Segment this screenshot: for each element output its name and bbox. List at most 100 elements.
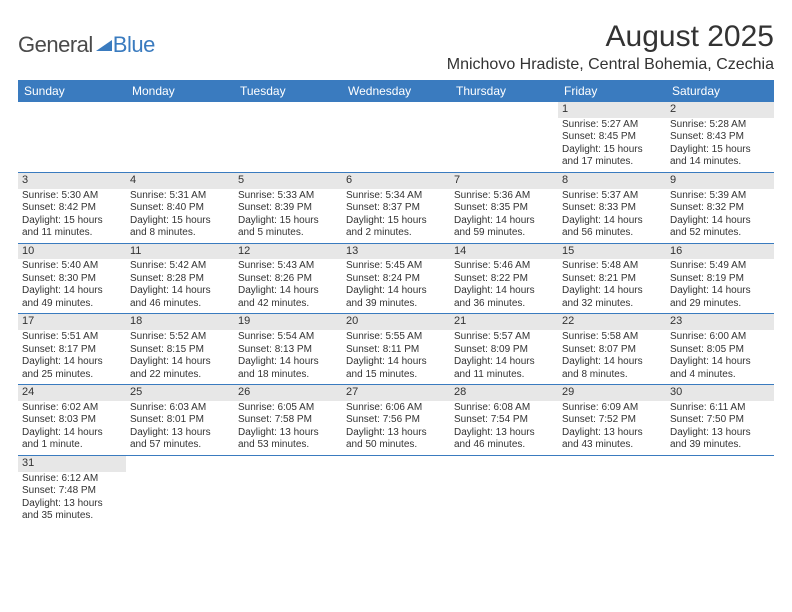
calendar-cell: 15Sunrise: 5:48 AMSunset: 8:21 PMDayligh… xyxy=(558,244,666,314)
calendar-cell: 16Sunrise: 5:49 AMSunset: 8:19 PMDayligh… xyxy=(666,244,774,314)
sunset-text: Sunset: 7:56 PM xyxy=(346,414,446,427)
calendar-cell: 2Sunrise: 5:28 AMSunset: 8:43 PMDaylight… xyxy=(666,102,774,172)
sunrise-text: Sunrise: 5:55 AM xyxy=(346,331,446,344)
sunset-text: Sunset: 8:24 PM xyxy=(346,273,446,286)
day-number xyxy=(666,456,774,458)
daylight-text: Daylight: 14 hours and 29 minutes. xyxy=(670,285,770,310)
sunset-text: Sunset: 8:05 PM xyxy=(670,344,770,357)
daylight-text: Daylight: 14 hours and 8 minutes. xyxy=(562,356,662,381)
day-number: 30 xyxy=(666,385,774,401)
sunset-text: Sunset: 8:11 PM xyxy=(346,344,446,357)
sunrise-text: Sunrise: 6:08 AM xyxy=(454,402,554,415)
sunrise-text: Sunrise: 6:09 AM xyxy=(562,402,662,415)
sunset-text: Sunset: 8:45 PM xyxy=(562,131,662,144)
sunrise-text: Sunrise: 6:03 AM xyxy=(130,402,230,415)
day-number xyxy=(450,456,558,458)
calendar-cell xyxy=(666,456,774,526)
sunrise-text: Sunrise: 5:45 AM xyxy=(346,260,446,273)
daylight-text: Daylight: 13 hours and 46 minutes. xyxy=(454,427,554,452)
day-info: Sunrise: 5:48 AMSunset: 8:21 PMDaylight:… xyxy=(558,259,666,313)
day-number: 24 xyxy=(18,385,126,401)
calendar-cell: 13Sunrise: 5:45 AMSunset: 8:24 PMDayligh… xyxy=(342,244,450,314)
day-number: 4 xyxy=(126,173,234,189)
sunrise-text: Sunrise: 5:28 AM xyxy=(670,119,770,132)
calendar-cell: 6Sunrise: 5:34 AMSunset: 8:37 PMDaylight… xyxy=(342,173,450,243)
sunset-text: Sunset: 8:39 PM xyxy=(238,202,338,215)
daylight-text: Daylight: 14 hours and 1 minute. xyxy=(22,427,122,452)
day-number: 26 xyxy=(234,385,342,401)
sunset-text: Sunset: 8:13 PM xyxy=(238,344,338,357)
daylight-text: Daylight: 14 hours and 56 minutes. xyxy=(562,215,662,240)
calendar-cell: 5Sunrise: 5:33 AMSunset: 8:39 PMDaylight… xyxy=(234,173,342,243)
sunrise-text: Sunrise: 5:57 AM xyxy=(454,331,554,344)
sunrise-text: Sunrise: 6:11 AM xyxy=(670,402,770,415)
logo: General Blue xyxy=(18,20,155,58)
day-info: Sunrise: 6:00 AMSunset: 8:05 PMDaylight:… xyxy=(666,330,774,384)
day-number: 29 xyxy=(558,385,666,401)
day-number xyxy=(450,102,558,104)
day-info: Sunrise: 5:52 AMSunset: 8:15 PMDaylight:… xyxy=(126,330,234,384)
calendar-cell: 18Sunrise: 5:52 AMSunset: 8:15 PMDayligh… xyxy=(126,314,234,384)
calendar-cell: 7Sunrise: 5:36 AMSunset: 8:35 PMDaylight… xyxy=(450,173,558,243)
sunrise-text: Sunrise: 5:36 AM xyxy=(454,190,554,203)
calendar-cell: 22Sunrise: 5:58 AMSunset: 8:07 PMDayligh… xyxy=(558,314,666,384)
day-info: Sunrise: 5:39 AMSunset: 8:32 PMDaylight:… xyxy=(666,189,774,243)
day-header: Saturday xyxy=(666,80,774,102)
calendar-cell xyxy=(342,102,450,172)
calendar-cell: 21Sunrise: 5:57 AMSunset: 8:09 PMDayligh… xyxy=(450,314,558,384)
week-row: 1Sunrise: 5:27 AMSunset: 8:45 PMDaylight… xyxy=(18,102,774,173)
day-info: Sunrise: 6:12 AMSunset: 7:48 PMDaylight:… xyxy=(18,472,126,526)
calendar-cell: 17Sunrise: 5:51 AMSunset: 8:17 PMDayligh… xyxy=(18,314,126,384)
day-number: 13 xyxy=(342,244,450,260)
day-header: Sunday xyxy=(18,80,126,102)
sunset-text: Sunset: 7:50 PM xyxy=(670,414,770,427)
calendar-cell: 26Sunrise: 6:05 AMSunset: 7:58 PMDayligh… xyxy=(234,385,342,455)
calendar-cell: 3Sunrise: 5:30 AMSunset: 8:42 PMDaylight… xyxy=(18,173,126,243)
day-number: 28 xyxy=(450,385,558,401)
day-header: Thursday xyxy=(450,80,558,102)
sunrise-text: Sunrise: 6:06 AM xyxy=(346,402,446,415)
daylight-text: Daylight: 13 hours and 57 minutes. xyxy=(130,427,230,452)
sunrise-text: Sunrise: 5:49 AM xyxy=(670,260,770,273)
calendar-cell: 12Sunrise: 5:43 AMSunset: 8:26 PMDayligh… xyxy=(234,244,342,314)
day-number: 18 xyxy=(126,314,234,330)
sunset-text: Sunset: 8:40 PM xyxy=(130,202,230,215)
day-info: Sunrise: 5:55 AMSunset: 8:11 PMDaylight:… xyxy=(342,330,450,384)
week-row: 24Sunrise: 6:02 AMSunset: 8:03 PMDayligh… xyxy=(18,385,774,456)
day-number: 21 xyxy=(450,314,558,330)
calendar-cell: 8Sunrise: 5:37 AMSunset: 8:33 PMDaylight… xyxy=(558,173,666,243)
daylight-text: Daylight: 14 hours and 32 minutes. xyxy=(562,285,662,310)
title-block: August 2025 Mnichovo Hradiste, Central B… xyxy=(447,20,774,74)
calendar-cell: 24Sunrise: 6:02 AMSunset: 8:03 PMDayligh… xyxy=(18,385,126,455)
daylight-text: Daylight: 15 hours and 8 minutes. xyxy=(130,215,230,240)
day-header: Friday xyxy=(558,80,666,102)
sunrise-text: Sunrise: 5:42 AM xyxy=(130,260,230,273)
daylight-text: Daylight: 14 hours and 4 minutes. xyxy=(670,356,770,381)
calendar-cell: 28Sunrise: 6:08 AMSunset: 7:54 PMDayligh… xyxy=(450,385,558,455)
day-number xyxy=(234,456,342,458)
sunset-text: Sunset: 8:21 PM xyxy=(562,273,662,286)
sunset-text: Sunset: 8:28 PM xyxy=(130,273,230,286)
day-header: Wednesday xyxy=(342,80,450,102)
location: Mnichovo Hradiste, Central Bohemia, Czec… xyxy=(447,56,774,74)
daylight-text: Daylight: 15 hours and 11 minutes. xyxy=(22,215,122,240)
day-number: 16 xyxy=(666,244,774,260)
day-number: 5 xyxy=(234,173,342,189)
sunset-text: Sunset: 8:22 PM xyxy=(454,273,554,286)
day-number: 17 xyxy=(18,314,126,330)
sunrise-text: Sunrise: 5:54 AM xyxy=(238,331,338,344)
daylight-text: Daylight: 13 hours and 39 minutes. xyxy=(670,427,770,452)
day-number: 1 xyxy=(558,102,666,118)
day-number: 14 xyxy=(450,244,558,260)
sunset-text: Sunset: 8:37 PM xyxy=(346,202,446,215)
sunset-text: Sunset: 8:15 PM xyxy=(130,344,230,357)
sunrise-text: Sunrise: 6:12 AM xyxy=(22,473,122,486)
day-number: 15 xyxy=(558,244,666,260)
day-header: Tuesday xyxy=(234,80,342,102)
sunrise-text: Sunrise: 6:02 AM xyxy=(22,402,122,415)
day-info: Sunrise: 5:51 AMSunset: 8:17 PMDaylight:… xyxy=(18,330,126,384)
logo-part2: Blue xyxy=(113,32,155,58)
sunset-text: Sunset: 8:43 PM xyxy=(670,131,770,144)
sunrise-text: Sunrise: 6:00 AM xyxy=(670,331,770,344)
day-number: 19 xyxy=(234,314,342,330)
